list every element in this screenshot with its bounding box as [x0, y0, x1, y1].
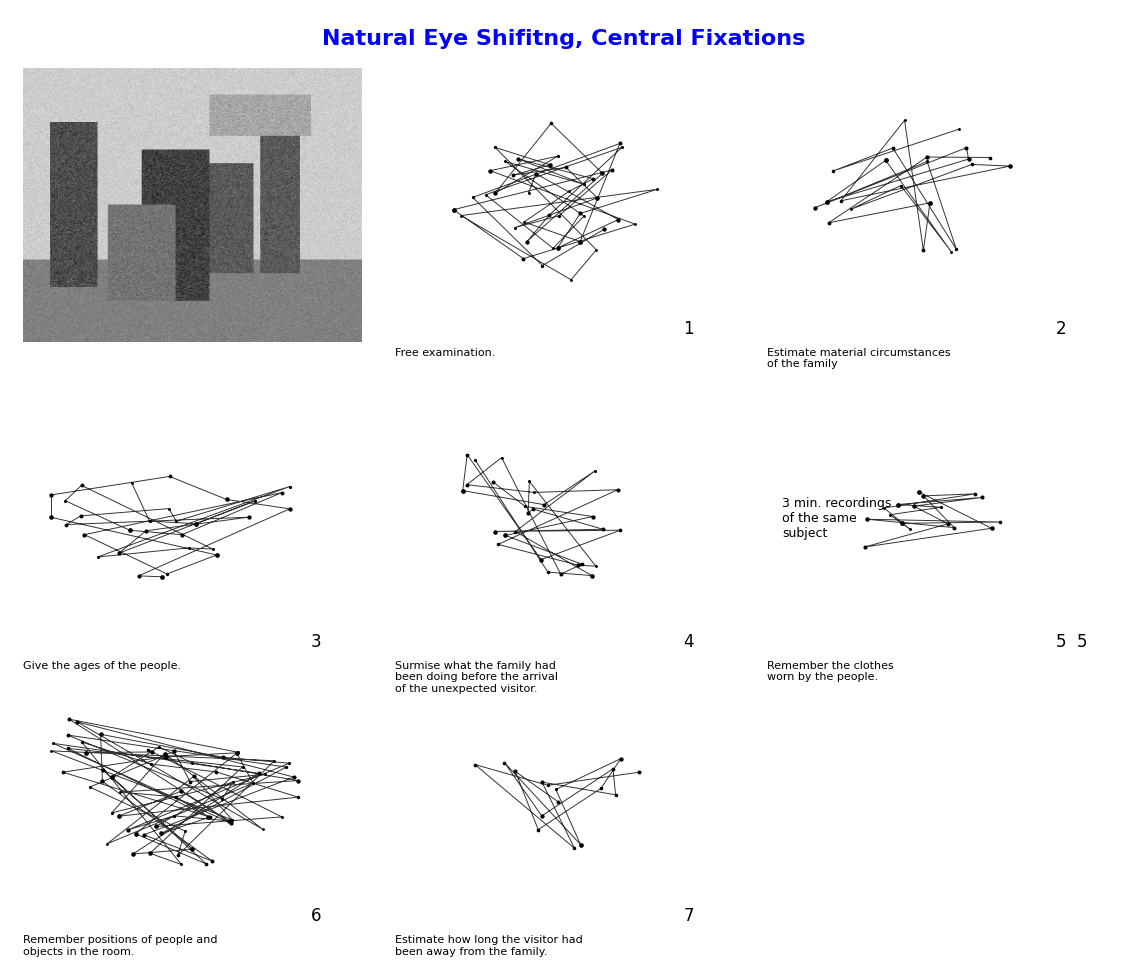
Text: Free examination.: Free examination. [395, 347, 495, 357]
Text: Give the ages of the people.: Give the ages of the people. [23, 660, 180, 670]
Text: Remember the clothes
worn by the people.: Remember the clothes worn by the people. [767, 660, 893, 682]
Text: 5: 5 [1077, 633, 1087, 650]
Text: 6: 6 [311, 907, 321, 924]
Text: Estimate material circumstances
of the family: Estimate material circumstances of the f… [767, 347, 951, 369]
Text: Remember positions of people and
objects in the room.: Remember positions of people and objects… [23, 934, 217, 956]
Text: 4: 4 [684, 633, 694, 650]
Text: Natural Eye Shifitng, Central Fixations: Natural Eye Shifitng, Central Fixations [323, 29, 805, 49]
Text: Surmise what the family had
been doing before the arrival
of the unexpected visi: Surmise what the family had been doing b… [395, 660, 558, 693]
Text: 7: 7 [684, 907, 694, 924]
Text: 1: 1 [684, 320, 694, 337]
Text: 2: 2 [1056, 320, 1066, 337]
Text: Estimate how long the visitor had
been away from the family.: Estimate how long the visitor had been a… [395, 934, 582, 956]
Text: 3 min. recordings
of the same
subject: 3 min. recordings of the same subject [783, 497, 891, 540]
Text: 5: 5 [1056, 633, 1066, 650]
Text: 3: 3 [311, 633, 321, 650]
